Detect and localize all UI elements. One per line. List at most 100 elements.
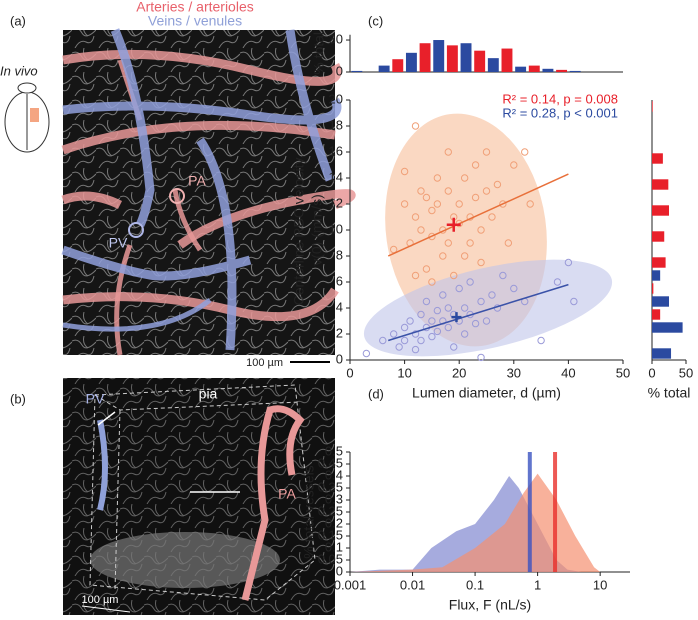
point: [417, 310, 425, 319]
bar: [487, 58, 499, 72]
point: [477, 297, 485, 306]
y-tick-label: 10: [329, 221, 343, 236]
x-tick-label: 1: [534, 577, 541, 592]
scale-label: 100 µm: [246, 357, 283, 369]
image-b: [63, 378, 335, 615]
image-label: PV: [86, 391, 105, 407]
point: [428, 206, 436, 215]
bar: [652, 309, 661, 320]
y-tick-label: 16: [329, 143, 343, 158]
x-tick-label: 30: [507, 365, 521, 380]
point: [553, 278, 562, 286]
y-tick-label: 0.2: [325, 515, 343, 530]
point: [471, 161, 480, 169]
y-tick-label: 0.05: [318, 551, 343, 566]
ellipse: [363, 259, 613, 357]
bar: [652, 231, 665, 242]
point: [411, 345, 420, 354]
point: [499, 271, 507, 280]
point: [400, 336, 409, 345]
point: [499, 200, 507, 208]
point: [488, 213, 496, 221]
point: [428, 232, 436, 241]
point: [504, 239, 513, 247]
point: [444, 239, 452, 247]
point: [362, 349, 371, 358]
point: [444, 187, 452, 195]
annotation: R² = 0.28, p < 0.001: [502, 105, 618, 120]
bar: [652, 153, 663, 164]
point: [488, 291, 496, 299]
y-tick-label: 0.4: [325, 467, 343, 482]
y-tick-label: 20: [329, 91, 343, 106]
annotation: R² = 0.14, p = 0.008: [502, 91, 618, 106]
bar: [392, 59, 404, 72]
y-tick-label: 0.3: [325, 491, 343, 506]
point: [428, 332, 436, 341]
bar: [652, 270, 661, 281]
point: [400, 167, 409, 176]
image-label: PA: [278, 486, 296, 502]
x-tick-label: 20: [452, 365, 466, 380]
point: [439, 291, 447, 299]
point: [493, 180, 502, 189]
point: [379, 336, 387, 345]
x-axis-label: Lumen diameter, d (µm): [412, 385, 561, 401]
x-tick-label: 10: [593, 577, 607, 592]
point: [510, 161, 518, 169]
panel-label: (b): [10, 391, 26, 406]
image-a: [61, 28, 356, 363]
point: [450, 271, 458, 280]
y-tick-label: 0: [336, 563, 343, 578]
y-tick-label: 18: [329, 117, 343, 132]
point: [411, 271, 420, 280]
image-label: PA: [188, 173, 206, 189]
point: [455, 219, 463, 228]
x-tick-label: 0: [648, 365, 655, 380]
legend-entry: Veins / venules: [148, 13, 242, 29]
y-axis-label: v(0) (mm/s): [309, 194, 325, 266]
fit-line: [387, 173, 569, 257]
bar: [652, 322, 683, 333]
point: [570, 297, 578, 306]
y-tick-label: 12: [329, 195, 343, 210]
x-tick-label: 50: [679, 365, 693, 380]
point: [406, 317, 414, 325]
x-tick-label: 0.01: [400, 577, 425, 592]
point: [444, 304, 452, 312]
point: [428, 278, 436, 286]
panel-label: (d): [368, 386, 384, 401]
point: [471, 193, 480, 202]
median-line: [553, 452, 558, 572]
area: [350, 473, 601, 572]
x-axis-label: Flux, F (nL/s): [449, 597, 531, 613]
panel-label: (a): [10, 13, 26, 28]
x-tick-label: 10: [397, 365, 411, 380]
point: [411, 330, 420, 338]
bar: [405, 52, 417, 72]
y-axis-label: Centerline RBC velocity,: [291, 155, 307, 306]
bar: [652, 101, 653, 112]
mean-marker: [451, 312, 462, 323]
point: [482, 148, 491, 156]
y-tick-label: 0.15: [318, 527, 343, 542]
point: [477, 258, 485, 267]
point: [422, 297, 431, 306]
point: [455, 284, 463, 293]
y-tick-label: 0.5: [325, 443, 343, 458]
point: [411, 122, 420, 130]
point: [471, 319, 480, 328]
point: [422, 193, 431, 202]
scale-label: 100 µm: [82, 594, 119, 606]
point: [411, 213, 420, 221]
point: [537, 336, 545, 345]
y-axis-label: % total: [311, 32, 327, 75]
y-tick-label: 0.45: [318, 455, 343, 470]
point: [439, 252, 447, 260]
point: [477, 226, 485, 234]
point: [460, 330, 469, 338]
point: [455, 200, 463, 208]
point: [389, 330, 398, 338]
y-tick-label: 0.35: [318, 479, 343, 494]
